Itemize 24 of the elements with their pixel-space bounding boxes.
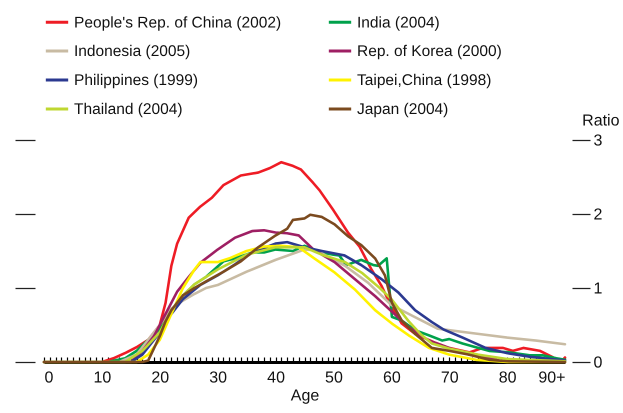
y-tick-label: 1: [594, 280, 602, 298]
x-tick-label: 70: [440, 370, 459, 386]
x-tick-label: 30: [209, 370, 228, 386]
x-tick-label: 80: [498, 370, 517, 386]
x-tick-label: 60: [382, 370, 401, 386]
y-axis-title: Ratio: [582, 112, 620, 130]
legend-label: Japan (2004): [357, 101, 448, 118]
y-tick-label: 3: [594, 132, 602, 150]
x-tick-label: 0: [44, 370, 54, 386]
x-tick-label: 40: [267, 370, 286, 386]
legend-label: Taipei,China (1998): [357, 72, 492, 89]
legend-label: Thailand (2004): [74, 101, 183, 118]
y-tick-label: 0: [594, 354, 602, 372]
x-tick-label: 50: [325, 370, 343, 386]
legend-label: People's Rep. of China (2002): [74, 14, 282, 32]
x-tick-label: 90+: [538, 370, 566, 386]
x-axis-title: Age: [290, 388, 320, 404]
legend-label: Philippines (1999): [74, 72, 198, 89]
x-tick-label: 10: [93, 370, 112, 386]
legend-label: India (2004): [357, 14, 440, 32]
legend-label: Indonesia (2005): [74, 43, 190, 60]
x-tick-label: 20: [151, 370, 170, 386]
legend-label: Rep. of Korea (2000): [357, 43, 502, 60]
y-tick-label: 2: [594, 206, 602, 224]
